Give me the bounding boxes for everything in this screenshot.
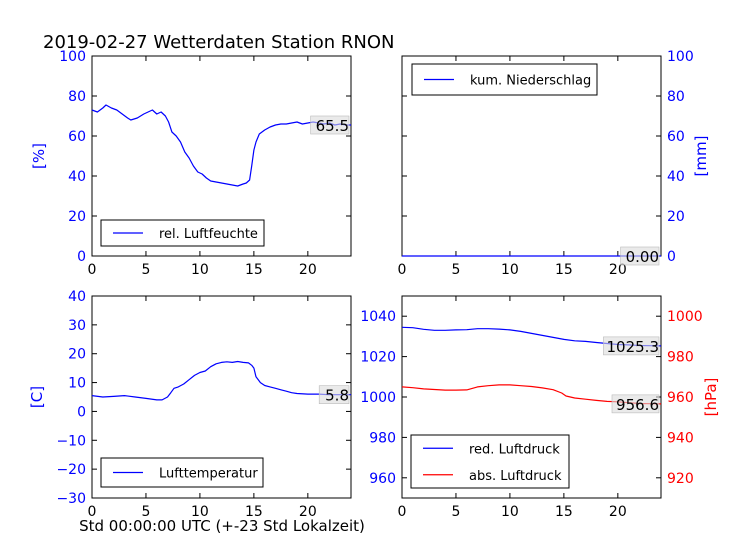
- humidity-ytick-label: 0: [77, 249, 86, 265]
- temperature-ytick-label: 30: [68, 318, 86, 334]
- pressure-last-value-label: 1025.3: [607, 338, 660, 356]
- precipitation-ytick-label: 60: [667, 129, 685, 145]
- temperature-ytick-label: −10: [56, 433, 86, 449]
- pressure-y2-axis-label: [hPa]: [702, 378, 720, 417]
- pressure-y2tick-label: 960: [667, 390, 694, 406]
- humidity-ytick-label: 60: [68, 129, 86, 145]
- precipitation-xtick-label: 15: [555, 262, 573, 278]
- temperature-ytick-label: 0: [77, 404, 86, 420]
- precipitation-xtick-label: 20: [609, 262, 627, 278]
- figure-title: 2019-02-27 Wetterdaten Station RNON: [43, 32, 394, 53]
- pressure-xtick-label: 20: [609, 504, 627, 520]
- temperature-ytick-label: −30: [56, 491, 86, 507]
- temperature-xtick-label: 5: [141, 504, 150, 520]
- precipitation-legend-label-0: kum. Niederschlag: [470, 74, 591, 89]
- pressure-ytick-label: 1000: [360, 390, 396, 406]
- pressure-y2tick-label: 980: [667, 350, 694, 366]
- pressure-ytick-label: 1040: [360, 309, 396, 325]
- precipitation-xtick-label: 10: [501, 262, 519, 278]
- humidity-ytick-label: 20: [68, 209, 86, 225]
- pressure-last-value-label-2: 956.6: [616, 396, 659, 414]
- humidity-panel: 0 5 10 15 20 0 20 40 60 80 100 [%] 65.5 rel. Luftfeuc…: [30, 49, 352, 278]
- temperature-xtick-label: 20: [299, 504, 317, 520]
- x-axis-label: Std 00:00:00 UTC (+-23 Std Lokalzeit): [79, 517, 365, 535]
- temperature-last-value-label: 5.8: [325, 387, 349, 405]
- precipitation-xtick-label: 0: [398, 262, 407, 278]
- humidity-xtick-label: 0: [88, 262, 97, 278]
- pressure-y2tick-label: 1000: [667, 309, 703, 325]
- temperature-panel: 0 5 10 15 20 −30 −20 −10 0 10 20 30 40 [C] 5.8 Lufttemp…: [28, 289, 352, 520]
- pressure-legend-label-1: abs. Luftdruck: [469, 469, 562, 484]
- temperature-series-0-line: [91, 360, 351, 401]
- precipitation-ytick-label: 80: [667, 89, 685, 105]
- pressure-ytick-label: 980: [369, 430, 396, 446]
- humidity-ytick-label: 40: [68, 169, 86, 185]
- humidity-ytick-label: 80: [68, 89, 86, 105]
- pressure-xtick-label: 10: [501, 504, 519, 520]
- precipitation-ytick-label: 40: [667, 169, 685, 185]
- humidity-xtick-label: 20: [299, 262, 317, 278]
- pressure-last-value-label-2-box: [611, 394, 660, 414]
- pressure-y2tick-label: 940: [667, 430, 694, 446]
- temperature-last-value-label-box: [318, 385, 350, 404]
- pressure-ytick-label: 960: [369, 471, 396, 487]
- humidity-series-0-line: [91, 104, 351, 187]
- pressure-legend-frame: [410, 434, 570, 489]
- precipitation-panel: 0 5 10 15 20 0 20 40 60 80 100 [mm] 0.00 kum. Nieders…: [398, 49, 710, 278]
- temperature-y-axis-label: [C]: [28, 386, 46, 408]
- temperature-xtick-label: 0: [88, 504, 97, 520]
- temperature-plot-frame: [91, 295, 352, 499]
- precipitation-ytick-label: 100: [667, 49, 694, 65]
- precipitation-y-axis-label: [mm]: [692, 136, 710, 177]
- pressure-ytick-label: 1020: [360, 350, 396, 366]
- pressure-last-value-label-box: [603, 336, 660, 356]
- precipitation-ytick-label: 0: [667, 249, 676, 265]
- precipitation-last-value-label: 0.00: [626, 248, 659, 266]
- temperature-xtick-label: 10: [191, 504, 209, 520]
- temperature-ytick-label: 20: [68, 347, 86, 363]
- precipitation-last-value-label-box: [620, 246, 660, 266]
- precipitation-legend-frame: [411, 63, 598, 96]
- pressure-xtick-label: 15: [555, 504, 573, 520]
- pressure-xtick-label: 0: [398, 504, 407, 520]
- humidity-legend-label-0: rel. Luftfeuchte: [159, 227, 258, 242]
- temperature-ytick-label: 10: [68, 376, 86, 392]
- humidity-ytick-label: 100: [59, 49, 86, 65]
- humidity-xtick-label: 10: [191, 262, 209, 278]
- humidity-last-value-label: 65.5: [316, 117, 349, 135]
- pressure-xtick-label: 5: [451, 504, 460, 520]
- humidity-plot-frame: [91, 55, 352, 257]
- temperature-legend-label-0: Lufttemperatur: [159, 467, 258, 482]
- temperature-ytick-label: 40: [68, 289, 86, 305]
- precipitation-xtick-label: 5: [451, 262, 460, 278]
- temperature-ytick-label: −20: [56, 462, 86, 478]
- pressure-y2tick-label: 920: [667, 471, 694, 487]
- humidity-legend-frame: [100, 219, 265, 247]
- pressure-panel: 0 5 10 15 20 960 980 1000 1020 1040 920 940 960 980 10…: [360, 295, 720, 520]
- humidity-y-axis-label: [%]: [30, 143, 48, 169]
- humidity-xtick-label: 15: [245, 262, 263, 278]
- temperature-xtick-label: 15: [245, 504, 263, 520]
- pressure-legend-label-0: red. Luftdruck: [469, 442, 560, 457]
- humidity-xtick-label: 5: [141, 262, 150, 278]
- precipitation-ytick-label: 20: [667, 209, 685, 225]
- humidity-last-value-label-box: [310, 115, 350, 135]
